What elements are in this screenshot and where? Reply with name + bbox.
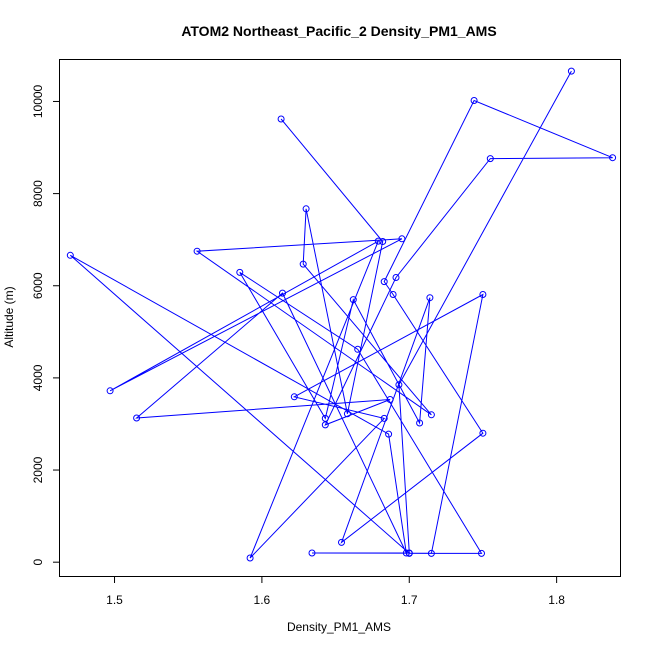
y-tick-label: 2000 [31,456,45,483]
y-axis-label: Altitude (m) [2,286,16,347]
data-point [386,396,394,403]
data-point [567,67,575,75]
data-point [402,549,410,557]
x-tick-label: 1.6 [254,593,271,607]
data-point [193,247,201,255]
series-line [69,70,613,559]
y-tick-label: 4000 [31,364,45,391]
data-point [290,393,298,401]
data-point [385,430,393,438]
series-layer [66,67,617,562]
data-point [338,538,345,546]
x-axis-label: Density_PM1_AMS [287,620,391,634]
data-point [427,411,435,419]
data-point [470,97,478,104]
data-point [427,549,435,557]
data-point [395,381,403,389]
data-point [426,294,434,302]
data-point [405,549,413,557]
data-point [609,154,617,162]
data-point [349,296,357,304]
data-point [486,155,494,163]
data-point [389,291,397,298]
data-point [343,410,351,418]
data-point [354,345,362,353]
data-point [279,289,286,297]
data-point [299,260,307,268]
data-point [308,549,316,557]
data-point [478,549,485,557]
x-tick-label: 1.8 [548,593,565,607]
chart-title: ATOM2 Northeast_Pacific_2 Density_PM1_AM… [181,23,496,39]
y-axis: 0 2000 4000 6000 8000 10000 [31,84,60,566]
data-point [379,238,387,245]
y-tick-label: 8000 [31,180,45,207]
data-point [106,387,114,395]
plot-frame [59,59,621,577]
y-tick-label: 0 [31,559,45,566]
data-point [236,268,244,276]
x-axis: 1.5 1.6 1.7 1.8 [106,576,565,607]
data-point [380,278,388,286]
x-tick-label: 1.5 [106,593,123,607]
data-point [321,414,329,422]
data-point [479,429,487,437]
data-point [416,419,424,427]
x-tick-label: 1.7 [401,593,418,607]
data-point [66,251,74,259]
data-point [277,115,285,123]
data-point [392,274,400,281]
data-point [302,205,310,213]
y-tick-label: 6000 [31,272,45,299]
data-point [479,291,487,298]
data-point [246,554,254,562]
data-point [374,237,382,245]
data-point [398,235,406,243]
data-point [133,414,141,422]
y-tick-label: 10000 [31,84,45,118]
data-point [380,414,388,422]
